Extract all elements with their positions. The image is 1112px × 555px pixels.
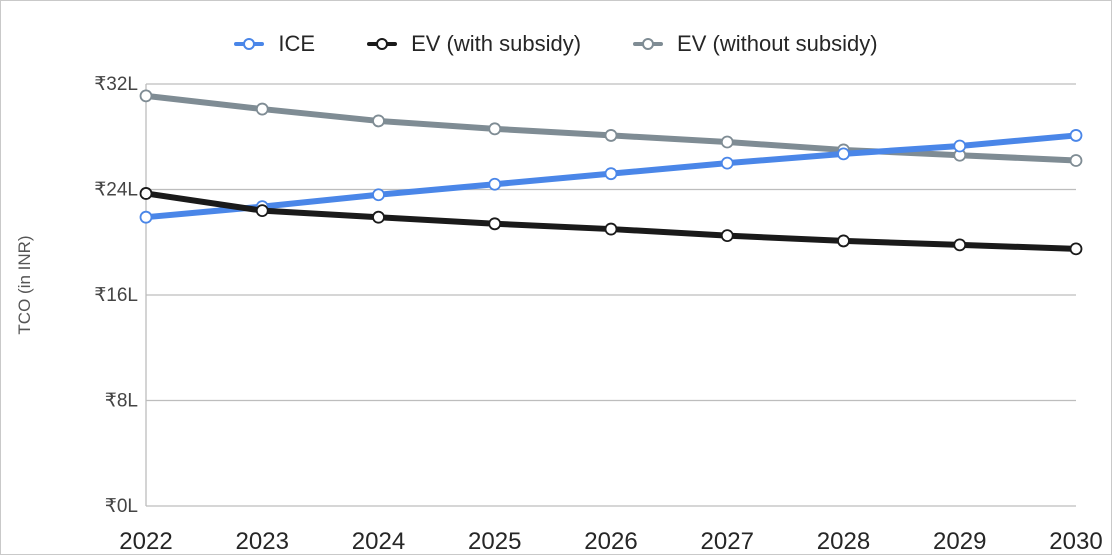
data-point-ev-without-subsidy (139, 89, 153, 103)
x-tick-label: 2029 (933, 528, 986, 555)
legend-item-ice[interactable]: ICE (234, 26, 315, 62)
x-tick-label: 2022 (119, 528, 172, 555)
data-point-ice (837, 147, 850, 161)
x-tick-label: 2028 (817, 528, 870, 555)
legend-label-ice: ICE (278, 31, 316, 56)
y-tick-label: ₹8L (105, 391, 138, 412)
legend-label-ev-with-subsidy: EV (with subsidy) (411, 31, 582, 56)
legend-item-ev-with-subsidy[interactable]: EV (with subsidy) (367, 26, 581, 62)
y-tick-label: ₹24L (94, 180, 138, 201)
data-point-ev-without-subsidy (720, 135, 734, 149)
data-point-ev-without-subsidy (372, 114, 385, 128)
data-point-ev-with-subsidy (139, 187, 153, 200)
x-tick-label: 2023 (236, 528, 289, 555)
data-point-ev-with-subsidy (720, 229, 734, 243)
data-point-ev-with-subsidy (953, 238, 967, 252)
data-point-ev-without-subsidy (1069, 154, 1083, 167)
data-point-ev-without-subsidy (488, 122, 502, 136)
legend-swatch-ev-with-subsidy (367, 38, 398, 50)
x-tick-label: 2024 (352, 528, 405, 555)
data-point-ev-with-subsidy (372, 210, 385, 224)
data-point-ice (139, 210, 153, 224)
y-tick-label: ₹32L (94, 74, 138, 95)
data-point-ice (1069, 129, 1083, 142)
data-point-ice (604, 167, 618, 181)
legend-swatch-ev-without-subsidy (633, 38, 664, 50)
data-point-ev-with-subsidy (604, 222, 618, 236)
data-point-ev-without-subsidy (255, 102, 269, 116)
x-tick-label: 2025 (468, 528, 521, 555)
y-tick-label: ₹16L (94, 285, 138, 306)
data-point-ev-with-subsidy (837, 234, 850, 248)
legend-label-ev-without-subsidy: EV (without subsidy) (677, 31, 878, 56)
data-point-ev-without-subsidy (604, 129, 618, 142)
y-tick-label: ₹0L (105, 496, 138, 517)
x-tick-label: 2026 (584, 528, 637, 555)
y-axis-title: TCO (in INR) (15, 235, 34, 334)
data-point-ev-with-subsidy (488, 217, 502, 231)
x-tick-label: 2030 (1049, 528, 1102, 555)
series-line-ev-without-subsidy (143, 92, 1079, 164)
data-point-ev-with-subsidy (1069, 242, 1083, 256)
data-point-ice (488, 177, 502, 191)
legend-swatch-ice (234, 38, 265, 50)
legend-item-ev-without-subsidy[interactable]: EV (without subsidy) (633, 26, 878, 62)
data-point-ice (720, 156, 734, 170)
data-point-ice (953, 139, 967, 153)
chart-legend: ICE EV (with subsidy) EV (without subsid… (0, 26, 1112, 62)
data-point-ice (372, 188, 385, 202)
x-tick-label: 2027 (701, 528, 754, 555)
data-point-ev-with-subsidy (255, 204, 269, 218)
